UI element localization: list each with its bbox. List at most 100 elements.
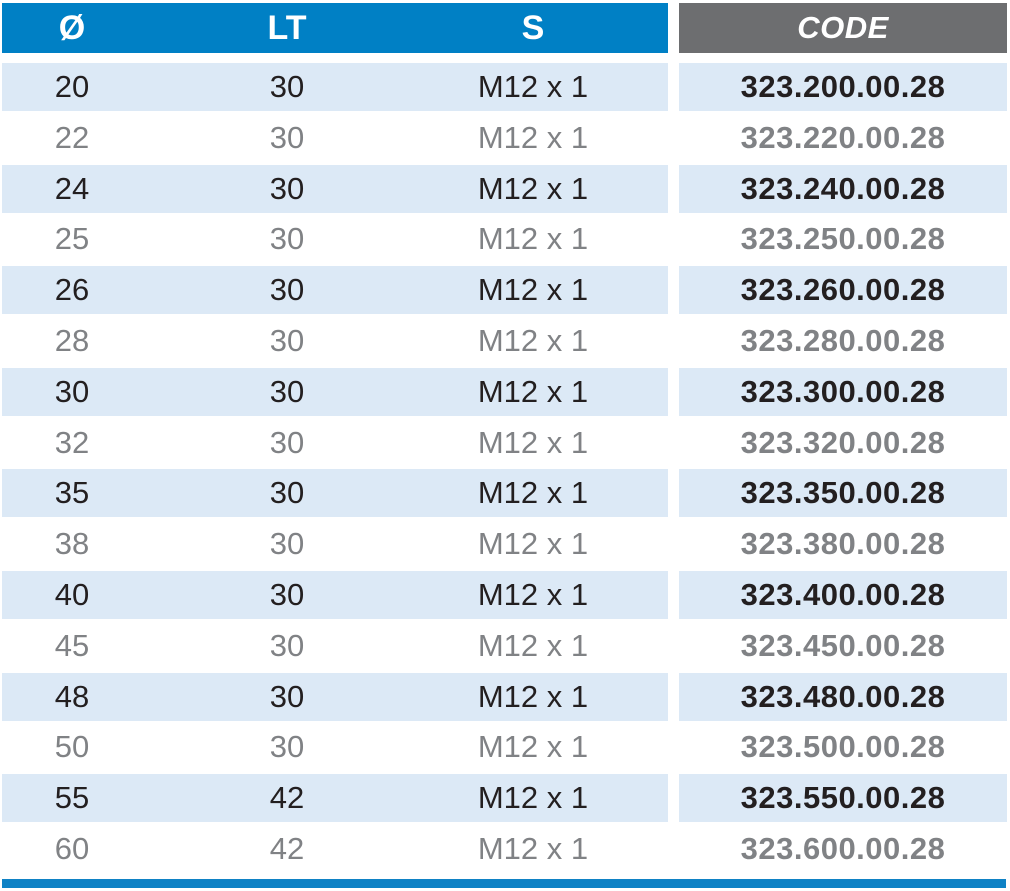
diameter-cell: 45 [54, 627, 90, 663]
table-row: 24 30 M12 x 1 323.240.00.28 [2, 164, 1007, 213]
column-gap [668, 774, 679, 823]
lt-cell: 30 [269, 424, 305, 460]
diameter-cell: 55 [2, 774, 142, 823]
diameter-cell: 26 [2, 266, 142, 315]
thread-size-cell: M12 x 1 [477, 322, 589, 358]
lt-cell: 30 [269, 119, 305, 155]
thread-size-cell: M12 x 1 [432, 570, 668, 619]
table-row: 30 30 M12 x 1 323.300.00.28 [2, 367, 1007, 416]
diameter-cell: 48 [2, 672, 142, 721]
table-row: 50 30 M12 x 1 323.500.00.28 [2, 723, 1007, 771]
table-row: 26 30 M12 x 1 323.260.00.28 [2, 266, 1007, 315]
column-gap [668, 520, 679, 568]
diameter-cell: 28 [54, 322, 90, 358]
table-row: 25 30 M12 x 1 323.250.00.28 [2, 215, 1007, 263]
column-gap [668, 3, 679, 53]
column-gap [668, 164, 679, 213]
column-gap [668, 63, 679, 111]
table-row: 32 30 M12 x 1 323.320.00.28 [2, 419, 1007, 467]
diameter-cell: 32 [54, 424, 90, 460]
diameter-cell: 22 [54, 119, 90, 155]
thread-size-cell: M12 x 1 [432, 774, 668, 823]
thread-size-cell: M12 x 1 [432, 266, 668, 315]
product-code-table: Ø LT S CODE 20 30 M12 x 1 323.200.00.28 … [2, 3, 1007, 888]
code-cell: 323.250.00.28 [740, 221, 946, 257]
table-row: 38 30 M12 x 1 323.380.00.28 [2, 520, 1007, 568]
lt-cell: 30 [142, 63, 432, 111]
column-gap [668, 419, 679, 467]
lt-cell: 42 [142, 774, 432, 823]
table-row: 60 42 M12 x 1 323.600.00.28 [2, 825, 1007, 873]
column-header-lt: LT [142, 3, 432, 53]
thread-size-cell: M12 x 1 [477, 424, 589, 460]
code-cell: 323.280.00.28 [740, 322, 946, 358]
code-cell: 323.550.00.28 [679, 774, 1007, 823]
table-bottom-border [2, 878, 1006, 888]
code-cell: 323.380.00.28 [740, 526, 946, 562]
thread-size-cell: M12 x 1 [477, 119, 589, 155]
diameter-cell: 25 [54, 221, 90, 257]
lt-cell: 30 [142, 570, 432, 619]
code-cell: 323.480.00.28 [679, 672, 1007, 721]
table-body: 20 30 M12 x 1 323.200.00.28 22 30 M12 x … [2, 63, 1007, 876]
diameter-cell: 35 [2, 469, 142, 518]
table-row: 28 30 M12 x 1 323.280.00.28 [2, 317, 1007, 365]
code-cell: 323.600.00.28 [740, 830, 946, 866]
lt-cell: 30 [269, 322, 305, 358]
column-gap [668, 469, 679, 518]
thread-size-cell: M12 x 1 [477, 526, 589, 562]
thread-size-cell: M12 x 1 [477, 729, 589, 765]
lt-cell: 30 [142, 164, 432, 213]
thread-size-cell: M12 x 1 [432, 164, 668, 213]
table-row: 45 30 M12 x 1 323.450.00.28 [2, 622, 1007, 670]
thread-size-cell: M12 x 1 [477, 221, 589, 257]
code-cell: 323.350.00.28 [679, 469, 1007, 518]
code-cell: 323.450.00.28 [740, 627, 946, 663]
thread-size-cell: M12 x 1 [477, 627, 589, 663]
thread-size-cell: M12 x 1 [432, 672, 668, 721]
thread-size-cell: M12 x 1 [432, 469, 668, 518]
table-row: 22 30 M12 x 1 323.220.00.28 [2, 114, 1007, 162]
diameter-cell: 20 [2, 63, 142, 111]
column-gap [668, 317, 679, 365]
lt-cell: 30 [142, 469, 432, 518]
lt-cell: 30 [142, 367, 432, 416]
column-header-code: CODE [679, 3, 1007, 53]
diameter-cell: 50 [54, 729, 90, 765]
column-gap [668, 114, 679, 162]
column-gap [668, 672, 679, 721]
diameter-cell: 38 [54, 526, 90, 562]
diameter-cell: 30 [2, 367, 142, 416]
table-row: 35 30 M12 x 1 323.350.00.28 [2, 469, 1007, 518]
column-gap [668, 622, 679, 670]
lt-cell: 30 [269, 526, 305, 562]
column-gap [668, 367, 679, 416]
column-gap [668, 825, 679, 873]
column-gap [668, 266, 679, 315]
column-gap [668, 570, 679, 619]
thread-size-cell: M12 x 1 [477, 830, 589, 866]
code-cell: 323.220.00.28 [740, 119, 946, 155]
table-header-row: Ø LT S CODE [2, 3, 1007, 53]
code-cell: 323.260.00.28 [679, 266, 1007, 315]
table-row: 48 30 M12 x 1 323.480.00.28 [2, 672, 1007, 721]
lt-cell: 30 [269, 221, 305, 257]
code-cell: 323.320.00.28 [740, 424, 946, 460]
diameter-cell: 60 [54, 830, 90, 866]
column-gap [668, 215, 679, 263]
thread-size-cell: M12 x 1 [432, 367, 668, 416]
table-row: 55 42 M12 x 1 323.550.00.28 [2, 774, 1007, 823]
lt-cell: 30 [142, 266, 432, 315]
code-cell: 323.400.00.28 [679, 570, 1007, 619]
table-row: 40 30 M12 x 1 323.400.00.28 [2, 570, 1007, 619]
thread-size-cell: M12 x 1 [432, 63, 668, 111]
code-cell: 323.200.00.28 [679, 63, 1007, 111]
diameter-cell: 24 [2, 164, 142, 213]
code-cell: 323.240.00.28 [679, 164, 1007, 213]
lt-cell: 30 [269, 729, 305, 765]
diameter-cell: 40 [2, 570, 142, 619]
code-cell: 323.500.00.28 [740, 729, 946, 765]
column-header-diameter: Ø [2, 3, 142, 53]
column-header-s: S [432, 3, 668, 53]
code-cell: 323.300.00.28 [679, 367, 1007, 416]
